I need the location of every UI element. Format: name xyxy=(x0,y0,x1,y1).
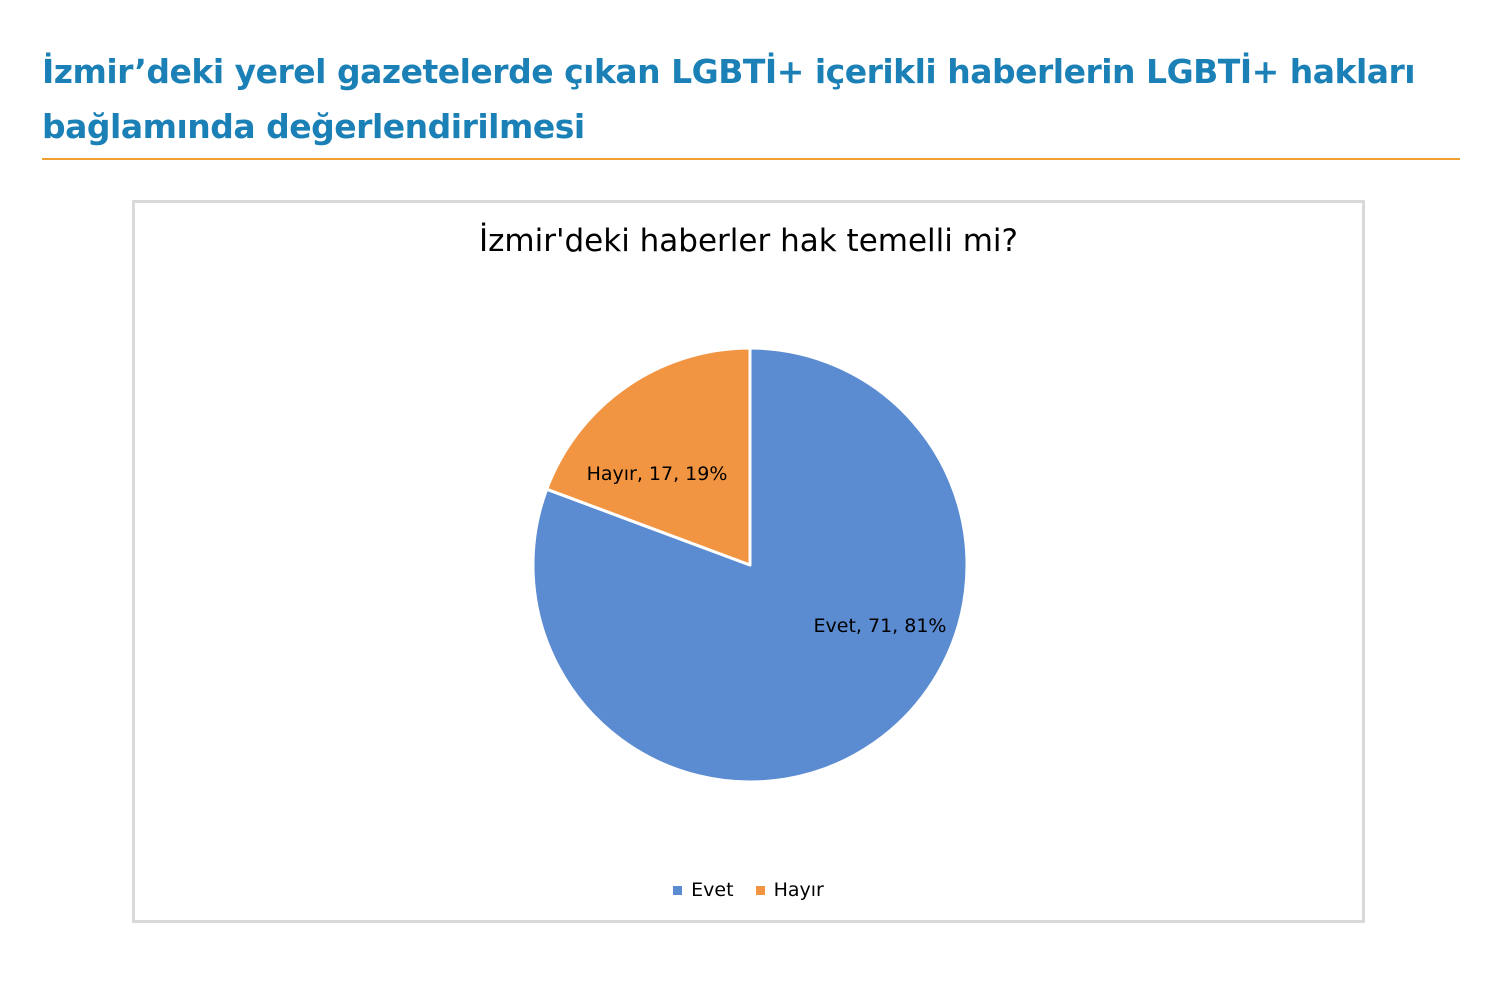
legend-swatch-evet xyxy=(673,885,683,895)
legend-swatch-hayir xyxy=(755,885,765,895)
pie-chart: Evet, 71, 81% Hayır, 17, 19% xyxy=(531,346,969,784)
legend-label-evet: Evet xyxy=(691,879,734,901)
legend-label-hayir: Hayır xyxy=(773,879,824,901)
page-heading: İzmir’deki yerel gazetelerde çıkan LGBTİ… xyxy=(42,52,1416,146)
heading-divider xyxy=(42,158,1460,160)
legend-item-evet: Evet xyxy=(673,879,734,901)
chart-legend: Evet Hayır xyxy=(135,879,1362,901)
data-label-evet: Evet, 71, 81% xyxy=(814,615,947,637)
chart-container: İzmir'deki haberler hak temelli mi? Evet… xyxy=(132,200,1365,923)
chart-title: İzmir'deki haberler hak temelli mi? xyxy=(479,223,1018,259)
legend-item-hayir: Hayır xyxy=(755,879,824,901)
pie-slice-hay-r xyxy=(545,346,752,567)
data-label-hay-r: Hayır, 17, 19% xyxy=(587,463,728,485)
